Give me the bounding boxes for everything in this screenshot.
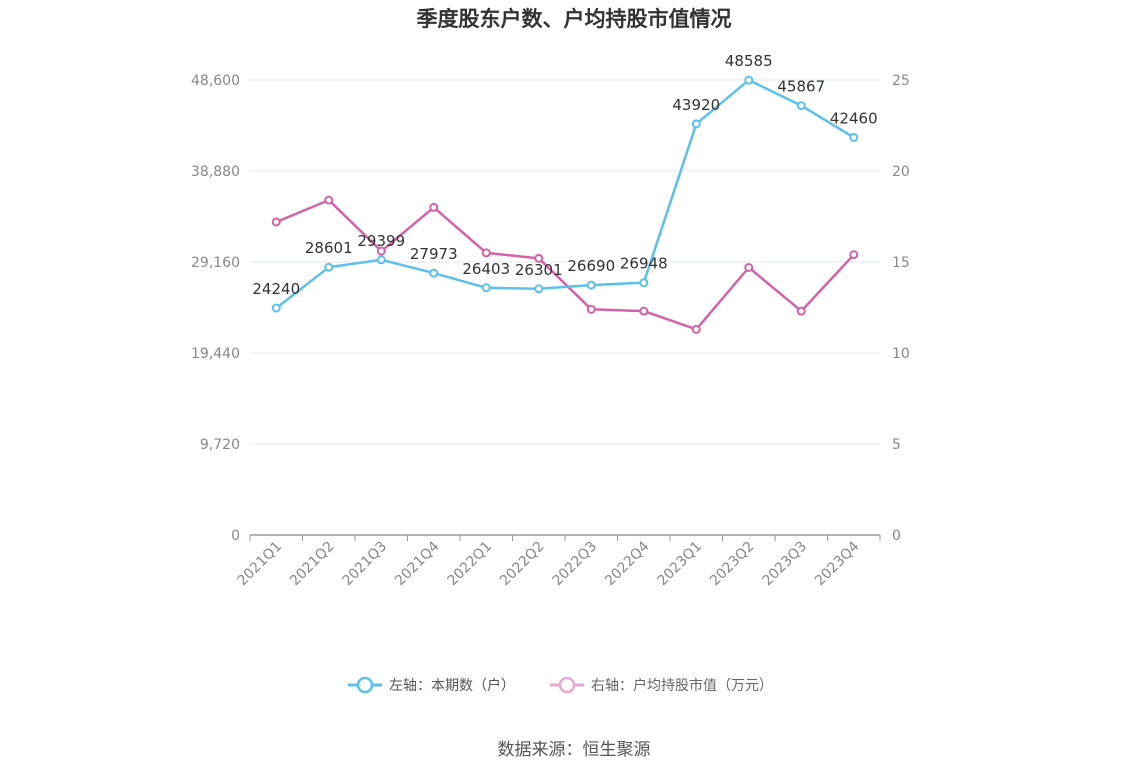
data-point[interactable] [376,255,386,265]
data-label: 26403 [462,260,510,278]
y-axis-right: 0 5 10 15 20 25 [892,73,910,544]
y-right-tick-label: 20 [892,164,910,180]
data-point[interactable] [324,195,334,205]
data-point[interactable] [534,284,544,294]
data-label: 26948 [620,255,668,273]
data-point[interactable] [691,119,701,129]
y-left-tick-label: 19,440 [191,346,240,362]
data-point[interactable] [586,304,596,314]
x-tick-label: 2021Q2 [287,539,338,590]
data-point[interactable] [691,324,701,334]
y-right-tick-label: 5 [892,437,901,453]
y-right-tick-label: 25 [892,73,910,89]
x-tick-label: 2023Q2 [707,539,758,590]
data-point[interactable] [376,246,386,256]
data-point[interactable] [639,278,649,288]
y-right-tick-label: 15 [892,255,910,271]
data-label: 45867 [777,78,825,96]
y-right-tick-label: 10 [892,346,910,362]
series-line-households [275,78,855,310]
legend: 左轴：本期数（户） 右轴：户均持股市值（万元） [348,676,773,694]
y-left-tick-label: 38,880 [191,164,240,180]
data-point[interactable] [796,101,806,111]
x-tick-label: 2022Q4 [602,538,653,589]
series-line-avg-value [275,198,855,331]
y-left-tick-label: 29,160 [191,255,240,271]
source-note: 数据来源：恒生聚源 [498,740,651,760]
y-left-tick-label: 9,720 [200,437,240,453]
data-point[interactable] [429,268,439,278]
x-axis: 2021Q1 2021Q2 2021Q3 2021Q4 2022Q1 2022Q2 2022… [234,534,881,590]
y-left-tick-label: 48,600 [191,73,240,89]
data-label: 26690 [567,257,615,275]
x-tick-label: 2021Q1 [234,539,285,590]
data-point[interactable] [849,132,859,142]
data-label: 29399 [357,232,405,250]
x-tick-label: 2023Q4 [812,538,863,589]
chart-title: 季度股东户数、户均持股市值情况 [417,7,732,31]
data-label: 28601 [305,239,353,257]
x-tick-label: 2021Q4 [392,538,443,589]
data-point[interactable] [534,253,544,263]
legend-item-avg-value[interactable]: 右轴：户均持股市值（万元） [550,676,773,694]
data-point[interactable] [481,248,491,258]
data-point[interactable] [324,262,334,272]
x-tick-label: 2022Q1 [444,539,495,590]
data-point[interactable] [849,250,859,260]
legend-item-households[interactable]: 左轴：本期数（户） [348,676,515,694]
legend-label-avg-value: 右轴：户均持股市值（万元） [591,677,773,694]
data-point[interactable] [639,306,649,316]
data-point[interactable] [429,202,439,212]
data-point[interactable] [481,283,491,293]
data-label: 43920 [672,96,720,114]
data-label: 48585 [725,52,773,70]
data-point[interactable] [796,306,806,316]
legend-label-households: 左轴：本期数（户） [389,677,515,694]
data-point[interactable] [744,75,754,85]
x-tick-label: 2023Q3 [759,539,810,590]
y-left-tick-label: 0 [231,528,240,544]
data-point[interactable] [586,280,596,290]
grid-lines [250,79,880,445]
data-point[interactable] [271,217,281,227]
legend-marker-households [356,676,374,694]
x-tick-label: 2023Q1 [654,539,705,590]
data-label: 26301 [515,261,563,279]
y-axis-left: 0 9,720 19,440 29,160 38,880 48,600 [191,73,240,544]
legend-marker-avg-value [558,676,576,694]
data-label: 42460 [830,109,878,127]
data-label: 27973 [410,245,458,263]
data-label: 24240 [252,280,300,298]
series-group [271,75,859,334]
x-tick-label: 2022Q3 [549,539,600,590]
x-tick-label: 2022Q2 [497,539,548,590]
data-point[interactable] [271,303,281,313]
x-tick-label: 2021Q3 [339,539,390,590]
y-right-tick-label: 0 [892,528,901,544]
data-point[interactable] [744,262,754,272]
